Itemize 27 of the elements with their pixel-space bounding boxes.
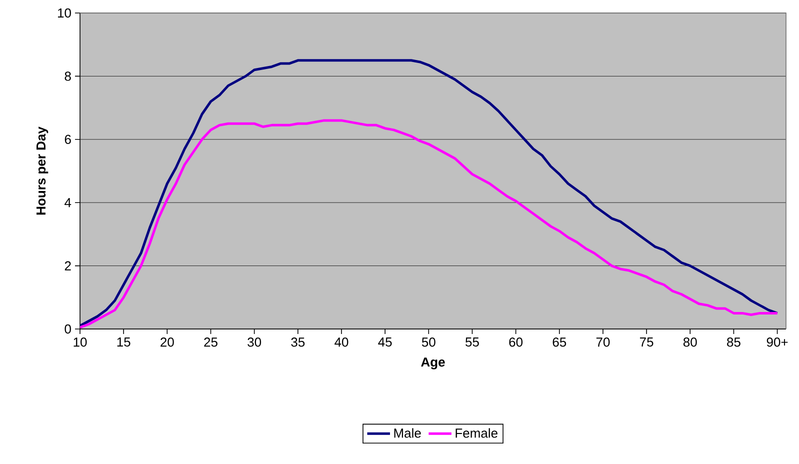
- x-tick-label: 40: [334, 338, 348, 347]
- x-tick-label: 65: [552, 338, 566, 347]
- x-tick-label: 30: [248, 338, 262, 347]
- x-tick-label: 55: [466, 338, 479, 347]
- x-tick-label: 90+: [766, 338, 788, 347]
- x-tick-label: 20: [160, 338, 174, 347]
- x-tick-label: 15: [117, 338, 130, 347]
- x-tick-label: 75: [640, 338, 654, 347]
- x-tick-label: 80: [683, 338, 697, 347]
- y-axis-title: Hours per Day: [36, 126, 48, 215]
- x-tick-label: 35: [291, 338, 305, 347]
- x-tick-label: 70: [596, 338, 610, 347]
- legend-label: Male: [394, 428, 421, 438]
- x-axis-title: Age: [421, 358, 445, 370]
- y-tick-label: 0: [64, 324, 71, 334]
- x-tick-label: 50: [422, 338, 436, 347]
- x-tick-label: 10: [74, 338, 87, 347]
- x-tick-label: 25: [204, 338, 218, 347]
- x-tick-label: 45: [378, 338, 392, 347]
- y-tick-label: 2: [64, 261, 71, 270]
- y-tick-label: 10: [58, 8, 71, 18]
- y-tick-label: 6: [64, 134, 71, 144]
- x-tick-label: 85: [727, 338, 740, 347]
- x-tick-label: 60: [509, 338, 523, 347]
- y-tick-label: 8: [64, 72, 71, 81]
- y-tick-label: 4: [64, 198, 72, 208]
- legend-label: Female: [456, 428, 498, 438]
